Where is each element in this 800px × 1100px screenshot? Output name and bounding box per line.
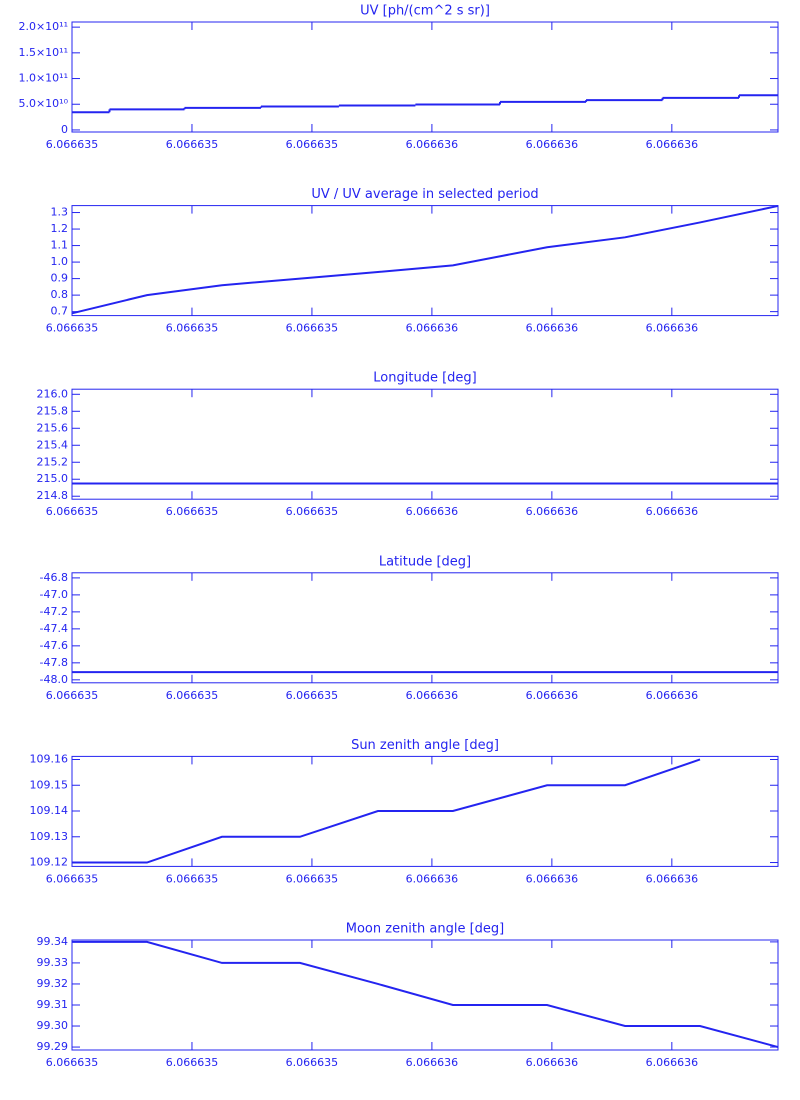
chart-title: Moon zenith angle [deg] (346, 922, 504, 937)
chart-title: UV / UV average in selected period (311, 187, 538, 202)
plot-frame (71, 939, 779, 1051)
x-tick-label: 6.066635 (166, 689, 219, 702)
x-tick-label: 6.066636 (526, 872, 579, 885)
x-tick-label: 6.066636 (526, 505, 579, 518)
data-line (71, 204, 779, 315)
y-tick-label: 0 (61, 123, 68, 136)
chart-title: Longitude [deg] (373, 371, 476, 386)
x-tick-label: 6.066636 (646, 505, 699, 518)
y-tick-label: -48.0 (40, 673, 68, 686)
y-tick-label: 215.6 (37, 421, 69, 434)
x-tick-label: 6.066636 (646, 689, 699, 702)
x-tick-label: 6.066635 (286, 322, 339, 335)
x-tick-label: 6.066636 (646, 322, 699, 335)
y-tick-label: 1.3 (51, 206, 69, 219)
x-tick-label: 6.066635 (166, 138, 219, 151)
x-tick-label: 6.066636 (526, 322, 579, 335)
plot-frame (71, 388, 779, 500)
x-tick-label: 6.066636 (646, 138, 699, 151)
x-tick-label: 6.066636 (406, 872, 459, 885)
y-tick-label: 0.9 (51, 272, 69, 285)
y-tick-label: 1.0×10¹¹ (18, 72, 68, 85)
y-tick-label: 99.30 (37, 1019, 69, 1032)
y-tick-label: 215.4 (37, 438, 69, 451)
x-tick-label: 6.066636 (406, 322, 459, 335)
plot-frame (71, 21, 779, 133)
y-tick-label: 99.32 (37, 977, 69, 990)
x-tick-label: 6.066636 (526, 1056, 579, 1069)
x-tick-label: 6.066635 (166, 1056, 219, 1069)
y-tick-label: -46.8 (40, 571, 68, 584)
x-tick-label: 6.066635 (166, 505, 219, 518)
data-line (72, 940, 779, 1049)
data-line (72, 758, 701, 864)
y-tick-label: 99.31 (37, 998, 69, 1011)
x-tick-label: 6.066635 (286, 872, 339, 885)
x-tick-label: 6.066635 (46, 689, 99, 702)
y-tick-label: 1.0 (51, 255, 69, 268)
y-tick-label: 0.8 (51, 288, 69, 301)
plot-frame (71, 205, 779, 317)
y-tick-label: 109.13 (30, 830, 69, 843)
plot-frame (71, 572, 779, 684)
y-tick-label: -47.6 (40, 639, 68, 652)
y-tick-label: 1.5×10¹¹ (18, 46, 68, 59)
x-tick-label: 6.066636 (646, 872, 699, 885)
x-tick-label: 6.066636 (406, 689, 459, 702)
y-tick-label: 109.15 (30, 778, 69, 791)
x-tick-label: 6.066636 (526, 138, 579, 151)
x-tick-label: 6.066636 (406, 138, 459, 151)
y-tick-label: 5.0×10¹⁰ (18, 97, 68, 110)
y-tick-label: 215.0 (37, 472, 69, 485)
y-tick-label: 1.1 (51, 239, 69, 252)
y-tick-label: 2.0×10¹¹ (18, 20, 68, 33)
y-tick-label: 99.34 (37, 935, 69, 948)
x-tick-label: 6.066635 (286, 1056, 339, 1069)
y-tick-label: -47.8 (40, 656, 68, 669)
y-tick-label: 1.2 (51, 222, 69, 235)
y-tick-label: 109.12 (30, 856, 69, 869)
x-tick-label: 6.066635 (46, 505, 99, 518)
y-tick-label: 109.14 (30, 804, 69, 817)
chart-title: Sun zenith angle [deg] (351, 738, 499, 753)
y-tick-label: 215.2 (37, 455, 69, 468)
x-tick-label: 6.066636 (526, 689, 579, 702)
x-tick-label: 6.066636 (406, 505, 459, 518)
x-tick-label: 6.066635 (286, 689, 339, 702)
chart-title: Latitude [deg] (379, 554, 471, 569)
y-tick-label: 0.7 (51, 305, 69, 318)
y-tick-label: 214.8 (37, 489, 69, 502)
y-tick-label: 109.16 (30, 752, 69, 765)
x-tick-label: 6.066635 (166, 872, 219, 885)
y-tick-label: 99.33 (37, 956, 69, 969)
y-tick-label: -47.0 (40, 588, 68, 601)
x-tick-label: 6.066636 (646, 1056, 699, 1069)
x-tick-label: 6.066635 (166, 322, 219, 335)
y-tick-label: 216.0 (37, 387, 69, 400)
y-tick-label: 99.29 (37, 1040, 69, 1053)
x-tick-label: 6.066636 (406, 1056, 459, 1069)
x-tick-label: 6.066635 (46, 322, 99, 335)
x-tick-label: 6.066635 (286, 138, 339, 151)
y-tick-label: -47.4 (40, 622, 68, 635)
y-tick-label: -47.2 (40, 605, 68, 618)
x-tick-label: 6.066635 (46, 872, 99, 885)
x-tick-label: 6.066635 (46, 1056, 99, 1069)
y-tick-label: 215.8 (37, 404, 69, 417)
chart-title: UV [ph/(cm^2 s sr)] (360, 4, 490, 19)
x-tick-label: 6.066635 (286, 505, 339, 518)
x-tick-label: 6.066635 (46, 138, 99, 151)
